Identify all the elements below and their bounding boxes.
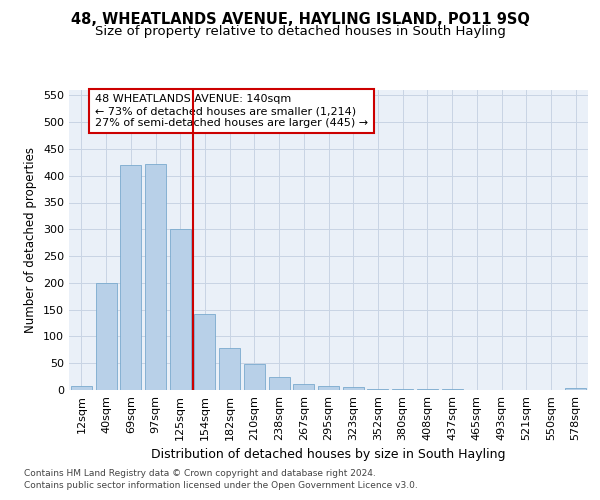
Bar: [71, 386, 92, 390]
Y-axis label: Number of detached properties: Number of detached properties: [25, 147, 37, 333]
Text: Contains public sector information licensed under the Open Government Licence v3: Contains public sector information licen…: [24, 481, 418, 490]
Bar: [170, 230, 191, 390]
Bar: [95, 283, 116, 390]
Text: Contains HM Land Registry data © Crown copyright and database right 2024.: Contains HM Land Registry data © Crown c…: [24, 468, 376, 477]
Bar: [244, 364, 265, 390]
Text: Size of property relative to detached houses in South Hayling: Size of property relative to detached ho…: [95, 25, 505, 38]
Text: 48, WHEATLANDS AVENUE, HAYLING ISLAND, PO11 9SQ: 48, WHEATLANDS AVENUE, HAYLING ISLAND, P…: [71, 12, 529, 28]
Bar: [145, 164, 166, 390]
Bar: [367, 389, 388, 390]
Bar: [318, 386, 339, 390]
Bar: [293, 384, 314, 390]
Bar: [120, 165, 141, 390]
Bar: [392, 389, 413, 390]
Bar: [565, 388, 586, 390]
Text: 48 WHEATLANDS AVENUE: 140sqm
← 73% of detached houses are smaller (1,214)
27% of: 48 WHEATLANDS AVENUE: 140sqm ← 73% of de…: [95, 94, 368, 128]
Bar: [219, 348, 240, 390]
Bar: [343, 388, 364, 390]
Bar: [269, 377, 290, 390]
X-axis label: Distribution of detached houses by size in South Hayling: Distribution of detached houses by size …: [151, 448, 506, 461]
Bar: [194, 314, 215, 390]
